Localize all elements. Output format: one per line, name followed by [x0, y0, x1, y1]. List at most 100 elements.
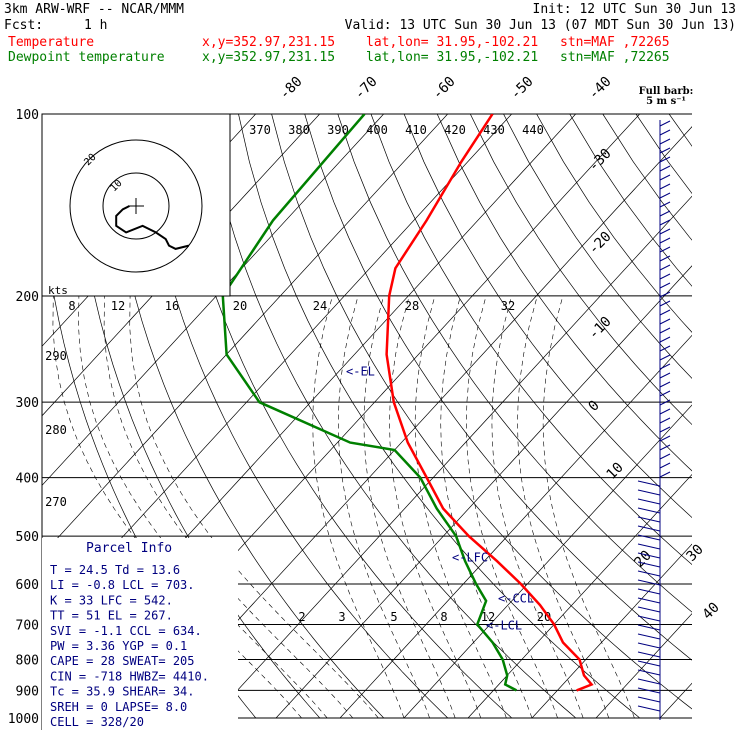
- wind-barb: [637, 507, 661, 514]
- pressure-label-400: 400: [16, 472, 39, 487]
- wind-barb: [637, 588, 661, 595]
- wind-barb: [637, 489, 661, 496]
- temp-label-right: -30: [586, 146, 615, 175]
- hodograph-ring-inner: [102, 172, 170, 240]
- isotherm-line: [339, 334, 692, 719]
- wind-barb: [637, 669, 661, 676]
- temperature-curve: [385, 114, 594, 692]
- wind-barb: [637, 615, 661, 622]
- pressure-label-500: 500: [16, 530, 39, 545]
- wind-barb: [637, 525, 661, 532]
- temp-label-right: -10: [586, 314, 615, 343]
- wind-barb: [659, 399, 671, 406]
- isotherm-line: [659, 682, 692, 719]
- wind-barb: [659, 192, 671, 199]
- wind-barb: [659, 408, 671, 415]
- moist-adiabat: [517, 295, 610, 719]
- dry-adiabat: [436, 114, 692, 472]
- theta-label: 420: [444, 123, 466, 137]
- thetae-label: 270: [45, 495, 67, 509]
- pressure-label-1000: 1000: [8, 712, 39, 727]
- dry-adiabat: [171, 114, 513, 719]
- theta-label: 390: [327, 123, 349, 137]
- dry-adiabat: [569, 114, 692, 287]
- wind-barb: [659, 129, 671, 136]
- temp-label-right: -20: [586, 229, 615, 258]
- wind-barb: [637, 642, 661, 649]
- theta-label: 380: [288, 123, 310, 137]
- moist-adiabat: [78, 295, 328, 719]
- wind-barb: [659, 264, 671, 271]
- parcel-info-rows: T = 24.5 Td = 13.6LI = -0.8 LCL = 703.K …: [50, 563, 209, 729]
- temp-label-right: 20: [632, 548, 655, 571]
- dry-adiabat: [503, 114, 692, 379]
- dry-adiabat: [702, 114, 740, 718]
- wind-barb: [637, 606, 661, 613]
- pressure-label-300: 300: [16, 396, 39, 411]
- parcel-info-row: SVI = -1.1 CCL = 634.: [50, 624, 202, 638]
- mixing-label-upper: 12: [111, 299, 125, 313]
- wind-barb: [659, 255, 671, 262]
- isotherm-line: [403, 404, 692, 719]
- wind-barb: [637, 696, 661, 703]
- parcel-info-row: T = 24.5 Td = 13.6: [50, 563, 180, 577]
- isotherm-line: [724, 114, 740, 718]
- moist-adiabat: [440, 295, 533, 719]
- temp-label-top: -70: [352, 74, 381, 103]
- mixing-label-upper: 8: [68, 299, 75, 313]
- kts-label: kts: [48, 284, 68, 297]
- wind-barb: [659, 183, 671, 190]
- mixing-label-upper: 20: [233, 299, 247, 313]
- wind-barb: [659, 210, 671, 217]
- wind-barb: [637, 552, 661, 559]
- wind-barb: [637, 597, 661, 604]
- isotherm-line: [211, 195, 692, 719]
- dry-adiabat: [635, 114, 692, 194]
- moist-adiabat: [312, 295, 405, 719]
- temperature-latlon: lat,lon= 31.95,-102.21: [366, 35, 539, 50]
- hodograph-ring-outer: [69, 139, 203, 273]
- wind-barb: [659, 345, 671, 352]
- temperature-station: stn=MAF ,72265: [560, 35, 670, 50]
- temp-label-right: 30: [684, 542, 707, 565]
- thetae-label: 290: [45, 349, 67, 363]
- wind-barb: [637, 651, 661, 658]
- wind-barb: [659, 318, 671, 325]
- wind-barb: [659, 219, 671, 226]
- wind-barb: [637, 678, 661, 685]
- dry-adiabat: [536, 114, 692, 333]
- wind-barb: [659, 327, 671, 334]
- parcel-info-row: CAPE = 28 SWEAT= 205: [50, 654, 195, 668]
- wind-barb: [659, 228, 671, 235]
- parcel-info-row: CELL = 328/20: [50, 715, 144, 729]
- dry-adiabat: [204, 114, 577, 719]
- wind-barb: [659, 471, 671, 478]
- parcel-info-row: CIN = -718 HWBZ= 4410.: [50, 669, 209, 683]
- dry-adiabat: [469, 114, 692, 426]
- pressure-label-100: 100: [16, 108, 39, 123]
- barb-key-line2: 5 m s⁻¹: [646, 96, 686, 107]
- dewpoint-xy: x,y=352.97,231.15: [202, 50, 336, 65]
- wind-barb: [659, 363, 671, 370]
- thetae-label: 280: [45, 423, 67, 437]
- wind-barb: [659, 273, 671, 280]
- wind-barb: [659, 246, 671, 253]
- barb-key-line1: Full barb:: [639, 86, 694, 97]
- mixing-label-upper: 32: [501, 299, 515, 313]
- wind-barb: [659, 435, 671, 442]
- moist-adiabat: [52, 295, 302, 719]
- wind-barb: [659, 291, 671, 298]
- mixing-label-upper: 16: [165, 299, 179, 313]
- wind-barb: [637, 633, 661, 640]
- mixing-label-lower: 12: [481, 610, 495, 624]
- wind-barb: [659, 453, 671, 460]
- dry-adiabat: [238, 114, 641, 719]
- wind-barb: [637, 624, 661, 631]
- temperature-legend: Temperature: [8, 35, 95, 50]
- wind-barb: [637, 516, 661, 523]
- isotherm-line: [531, 543, 692, 719]
- pressure-label-600: 600: [16, 578, 39, 593]
- wind-barb: [659, 417, 671, 424]
- theta-label: 400: [366, 123, 388, 137]
- wind-barbs: [637, 120, 671, 720]
